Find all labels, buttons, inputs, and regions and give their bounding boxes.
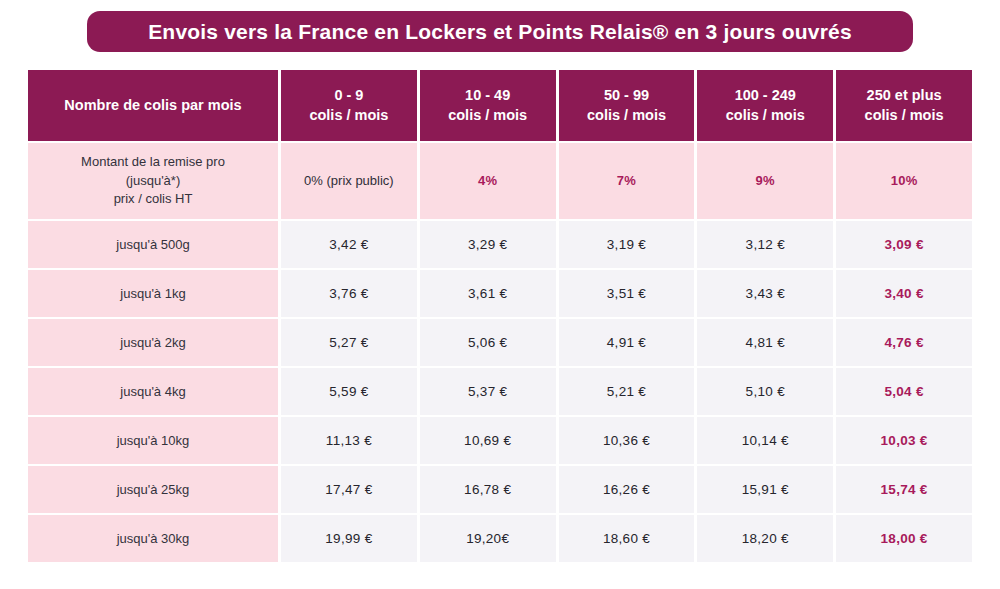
weight-row-label: jusqu'à 4kg [28,368,278,415]
price-cell: 19,20€ [420,515,556,562]
price-cell: 15,91 € [697,466,833,513]
tier-range: 250 et plus [842,86,966,106]
price-cell: 5,10 € [697,368,833,415]
price-cell: 3,19 € [559,221,695,268]
header-cell-tier-0-9: 0 - 9 colis / mois [281,70,417,141]
discount-label-line2: (jusqu'à*) [34,172,272,191]
price-cell-best: 18,00 € [836,515,972,562]
header-cell-tier-10-49: 10 - 49 colis / mois [420,70,556,141]
price-cell-best: 3,40 € [836,270,972,317]
price-cell: 4,81 € [697,319,833,366]
discount-label-line1: Montant de la remise pro [34,153,272,172]
table-row-10kg: jusqu'à 10kg 11,13 € 10,69 € 10,36 € 10,… [28,417,972,464]
price-cell: 5,27 € [281,319,417,366]
header-cell-packages-per-month: Nombre de colis par mois [28,70,278,141]
tier-unit: colis / mois [842,106,966,126]
page-title: Envois vers la France en Lockers et Poin… [148,20,852,44]
title-banner: Envois vers la France en Lockers et Poin… [87,11,913,52]
price-cell: 5,21 € [559,368,695,415]
table-row-2kg: jusqu'à 2kg 5,27 € 5,06 € 4,91 € 4,81 € … [28,319,972,366]
tier-range: 100 - 249 [703,86,827,106]
table-header-row: Nombre de colis par mois 0 - 9 colis / m… [28,70,972,141]
tier-unit: colis / mois [426,106,550,126]
discount-value: 0% (prix public) [281,143,417,219]
price-cell: 16,26 € [559,466,695,513]
price-cell: 18,20 € [697,515,833,562]
table-row-25kg: jusqu'à 25kg 17,47 € 16,78 € 16,26 € 15,… [28,466,972,513]
price-cell-best: 15,74 € [836,466,972,513]
weight-row-label: jusqu'à 30kg [28,515,278,562]
header-cell-tier-50-99: 50 - 99 colis / mois [559,70,695,141]
discount-row-label: Montant de la remise pro (jusqu'à*) prix… [28,143,278,219]
header-cell-tier-100-249: 100 - 249 colis / mois [697,70,833,141]
price-cell: 17,47 € [281,466,417,513]
weight-row-label: jusqu'à 500g [28,221,278,268]
table-row-30kg: jusqu'à 30kg 19,99 € 19,20€ 18,60 € 18,2… [28,515,972,562]
price-cell-best: 5,04 € [836,368,972,415]
discount-value: 10% [836,143,972,219]
price-cell: 16,78 € [420,466,556,513]
price-cell: 3,61 € [420,270,556,317]
tier-unit: colis / mois [287,106,411,126]
price-cell: 10,69 € [420,417,556,464]
price-cell: 3,43 € [697,270,833,317]
price-cell-best: 4,76 € [836,319,972,366]
price-cell-best: 10,03 € [836,417,972,464]
weight-row-label: jusqu'à 1kg [28,270,278,317]
table-row-4kg: jusqu'à 4kg 5,59 € 5,37 € 5,21 € 5,10 € … [28,368,972,415]
weight-row-label: jusqu'à 10kg [28,417,278,464]
tier-unit: colis / mois [703,106,827,126]
discount-label-line3: prix / colis HT [34,190,272,209]
price-cell: 4,91 € [559,319,695,366]
discount-value: 7% [559,143,695,219]
price-cell: 5,06 € [420,319,556,366]
price-cell: 10,14 € [697,417,833,464]
price-cell: 3,76 € [281,270,417,317]
discount-value: 9% [697,143,833,219]
discount-value: 4% [420,143,556,219]
price-cell: 3,12 € [697,221,833,268]
price-cell: 10,36 € [559,417,695,464]
price-cell: 5,37 € [420,368,556,415]
weight-row-label: jusqu'à 2kg [28,319,278,366]
tier-range: 50 - 99 [565,86,689,106]
tier-range: 10 - 49 [426,86,550,106]
price-cell: 5,59 € [281,368,417,415]
header-cell-tier-250-plus: 250 et plus colis / mois [836,70,972,141]
table-row-500g: jusqu'à 500g 3,42 € 3,29 € 3,19 € 3,12 €… [28,221,972,268]
table-row-1kg: jusqu'à 1kg 3,76 € 3,61 € 3,51 € 3,43 € … [28,270,972,317]
price-cell: 19,99 € [281,515,417,562]
price-cell: 3,42 € [281,221,417,268]
price-cell: 11,13 € [281,417,417,464]
price-cell: 3,29 € [420,221,556,268]
price-cell: 18,60 € [559,515,695,562]
price-cell: 3,51 € [559,270,695,317]
tier-unit: colis / mois [565,106,689,126]
weight-row-label: jusqu'à 25kg [28,466,278,513]
tier-range: 0 - 9 [287,86,411,106]
discount-row: Montant de la remise pro (jusqu'à*) prix… [28,143,972,219]
price-cell-best: 3,09 € [836,221,972,268]
pricing-table: Nombre de colis par mois 0 - 9 colis / m… [25,68,975,564]
